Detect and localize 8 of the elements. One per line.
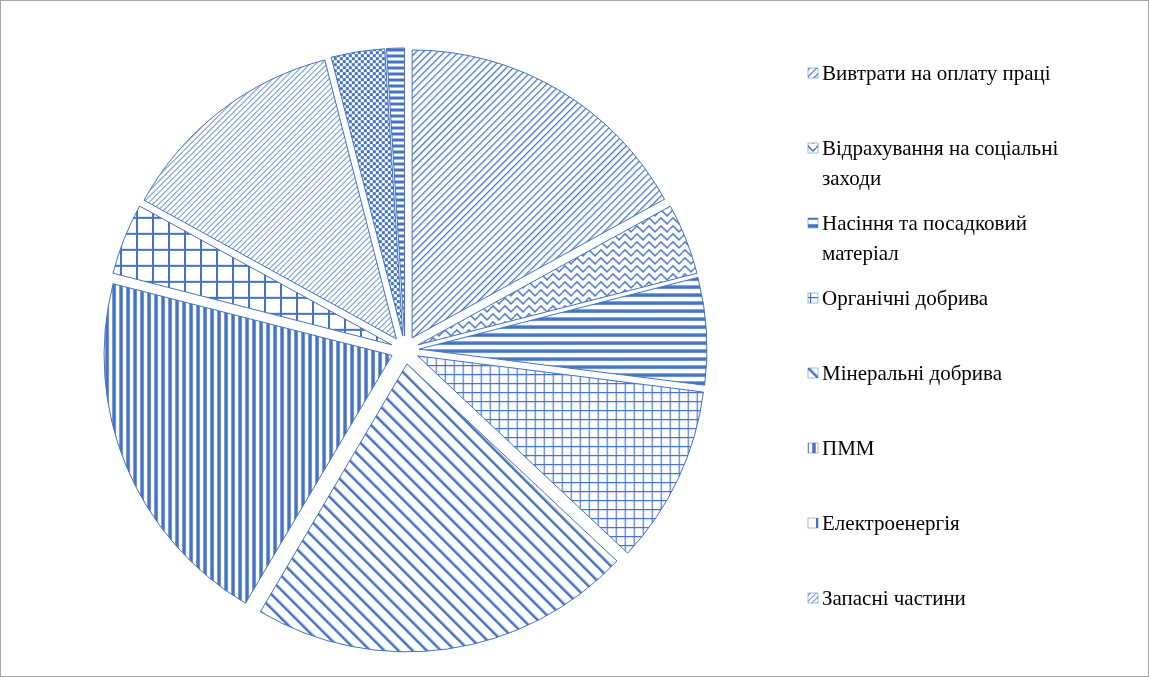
legend-label: Запасні частини bbox=[822, 586, 966, 610]
legend-label: Мінеральні добрива bbox=[822, 361, 1003, 385]
legend-label: Електроенергія bbox=[822, 511, 961, 535]
legend-label: ПММ bbox=[822, 436, 875, 460]
legend-label: Насіння та посадковий матеріал bbox=[822, 211, 1027, 265]
legend-label: Відрахування на соціальні заходи bbox=[822, 136, 1059, 190]
legend-label: Органічні добрива bbox=[822, 286, 989, 310]
legend-label: Вивтрати на оплату праці bbox=[822, 61, 1051, 85]
